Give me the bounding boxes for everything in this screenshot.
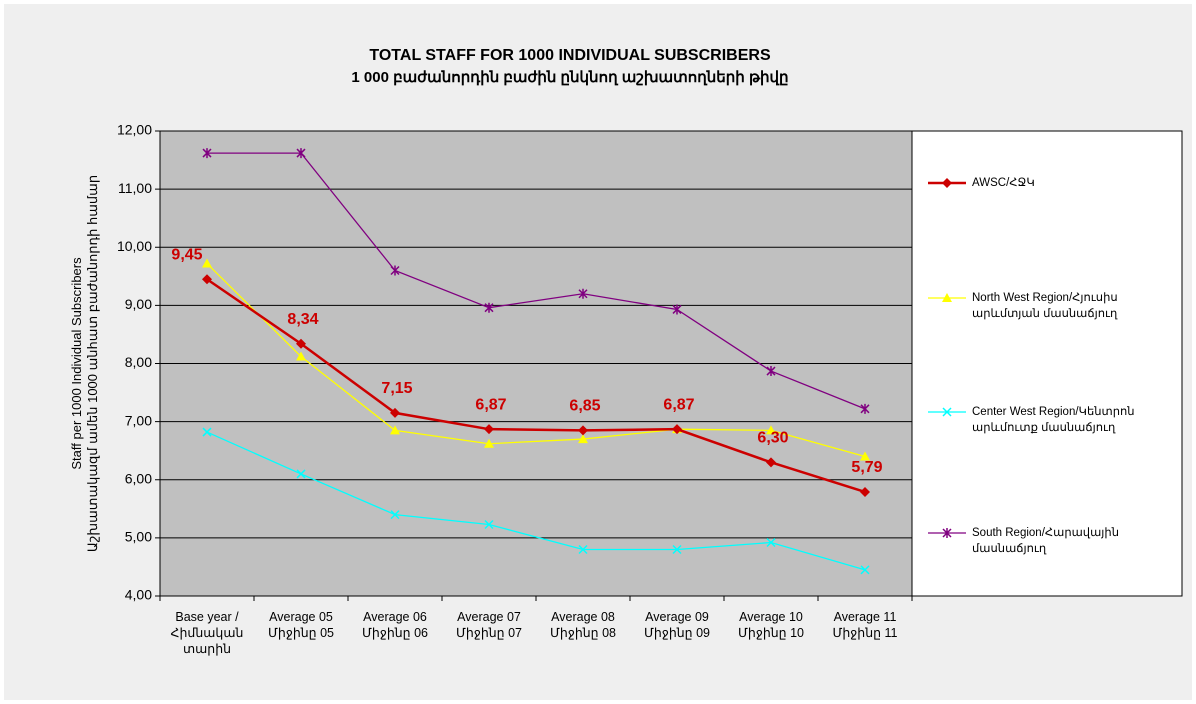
marker (942, 293, 952, 302)
legend-label: Center West Region/Կենտրոն արևմուտք մասնա… (972, 405, 1135, 434)
y-tick-label: 4,00 (125, 587, 152, 603)
data-label: 9,45 (171, 246, 202, 263)
y-tick-label: 12,00 (117, 122, 152, 138)
x-tick-label: Average 09 Միջինը 09 (644, 610, 710, 640)
x-tick-label: Average 05 Միջինը 05 (268, 610, 334, 640)
marker (860, 403, 870, 414)
y-tick-label: 5,00 (125, 529, 152, 545)
marker (942, 178, 952, 188)
y-tick-label: 7,00 (125, 412, 152, 428)
marker (766, 537, 776, 548)
marker (484, 424, 494, 435)
chart-subtitle: 1 000 բաժանորդին բաժին ընկնող աշխատողներ… (351, 69, 788, 86)
series-line (206, 431, 866, 571)
legend-label: South Region/Հարավային մասնաճյուղ (972, 526, 1119, 555)
y-tick-label: 11,00 (118, 180, 152, 196)
marker (202, 427, 212, 437)
data-label: 6,85 (569, 398, 600, 415)
marker (942, 528, 952, 538)
data-label: 6,87 (663, 396, 694, 413)
marker (484, 519, 494, 530)
marker (390, 510, 400, 520)
marker (296, 351, 306, 361)
data-label: 5,79 (851, 459, 882, 476)
data-label: 7,15 (381, 380, 412, 397)
marker (390, 425, 400, 435)
x-tick-label: Average 06 Միջինը 06 (362, 610, 428, 640)
data-label: 6,87 (475, 396, 506, 413)
marker (766, 366, 776, 377)
marker (202, 274, 212, 285)
marker (578, 288, 588, 299)
x-tick-label: Average 07 Միջինը 07 (456, 610, 522, 640)
marker (672, 304, 682, 315)
series-line (206, 263, 866, 458)
chart-title: TOTAL STAFF FOR 1000 INDIVIDUAL SUBSCRIB… (369, 47, 771, 64)
marker (578, 425, 588, 436)
marker (202, 148, 212, 159)
marker (202, 258, 212, 268)
y-tick-label: 6,00 (125, 470, 152, 486)
marker (578, 544, 588, 555)
marker (672, 544, 682, 555)
y-tick-label: 8,00 (125, 354, 152, 370)
marker (860, 486, 870, 497)
legend-label: AWSC/ՀՋԿ (972, 177, 1035, 189)
x-tick-label: Base year / Հիմնական տարին (171, 610, 244, 656)
marker (766, 457, 776, 468)
data-label: 6,30 (757, 430, 788, 447)
marker (942, 407, 952, 417)
marker (672, 424, 682, 435)
y-tick-label: 10,00 (117, 238, 152, 254)
marker (296, 148, 306, 159)
marker (766, 425, 776, 435)
marker (860, 565, 870, 575)
marker (390, 407, 400, 418)
y-tick-label: 9,00 (125, 296, 152, 312)
marker (578, 434, 588, 444)
x-tick-label: Average 08 Միջինը 08 (550, 610, 616, 640)
legend-label: North West Region/Հյուսիս արևմտյան մասնաճ… (972, 291, 1118, 320)
data-label: 8,34 (287, 311, 318, 328)
x-tick-label: Average 11 Միջինը 11 (832, 610, 897, 640)
marker (296, 469, 306, 479)
series-line (207, 152, 866, 410)
legend-box (911, 130, 1183, 597)
marker (860, 451, 870, 461)
y-axis-label: Staff per 1000 Individual SubscribersԱշխ… (69, 175, 100, 552)
x-tick-label: Average 10 Միջինը 10 (738, 610, 804, 640)
marker (296, 338, 306, 349)
marker (484, 438, 494, 448)
marker (390, 265, 400, 276)
marker (484, 302, 494, 313)
series-line (206, 278, 866, 494)
